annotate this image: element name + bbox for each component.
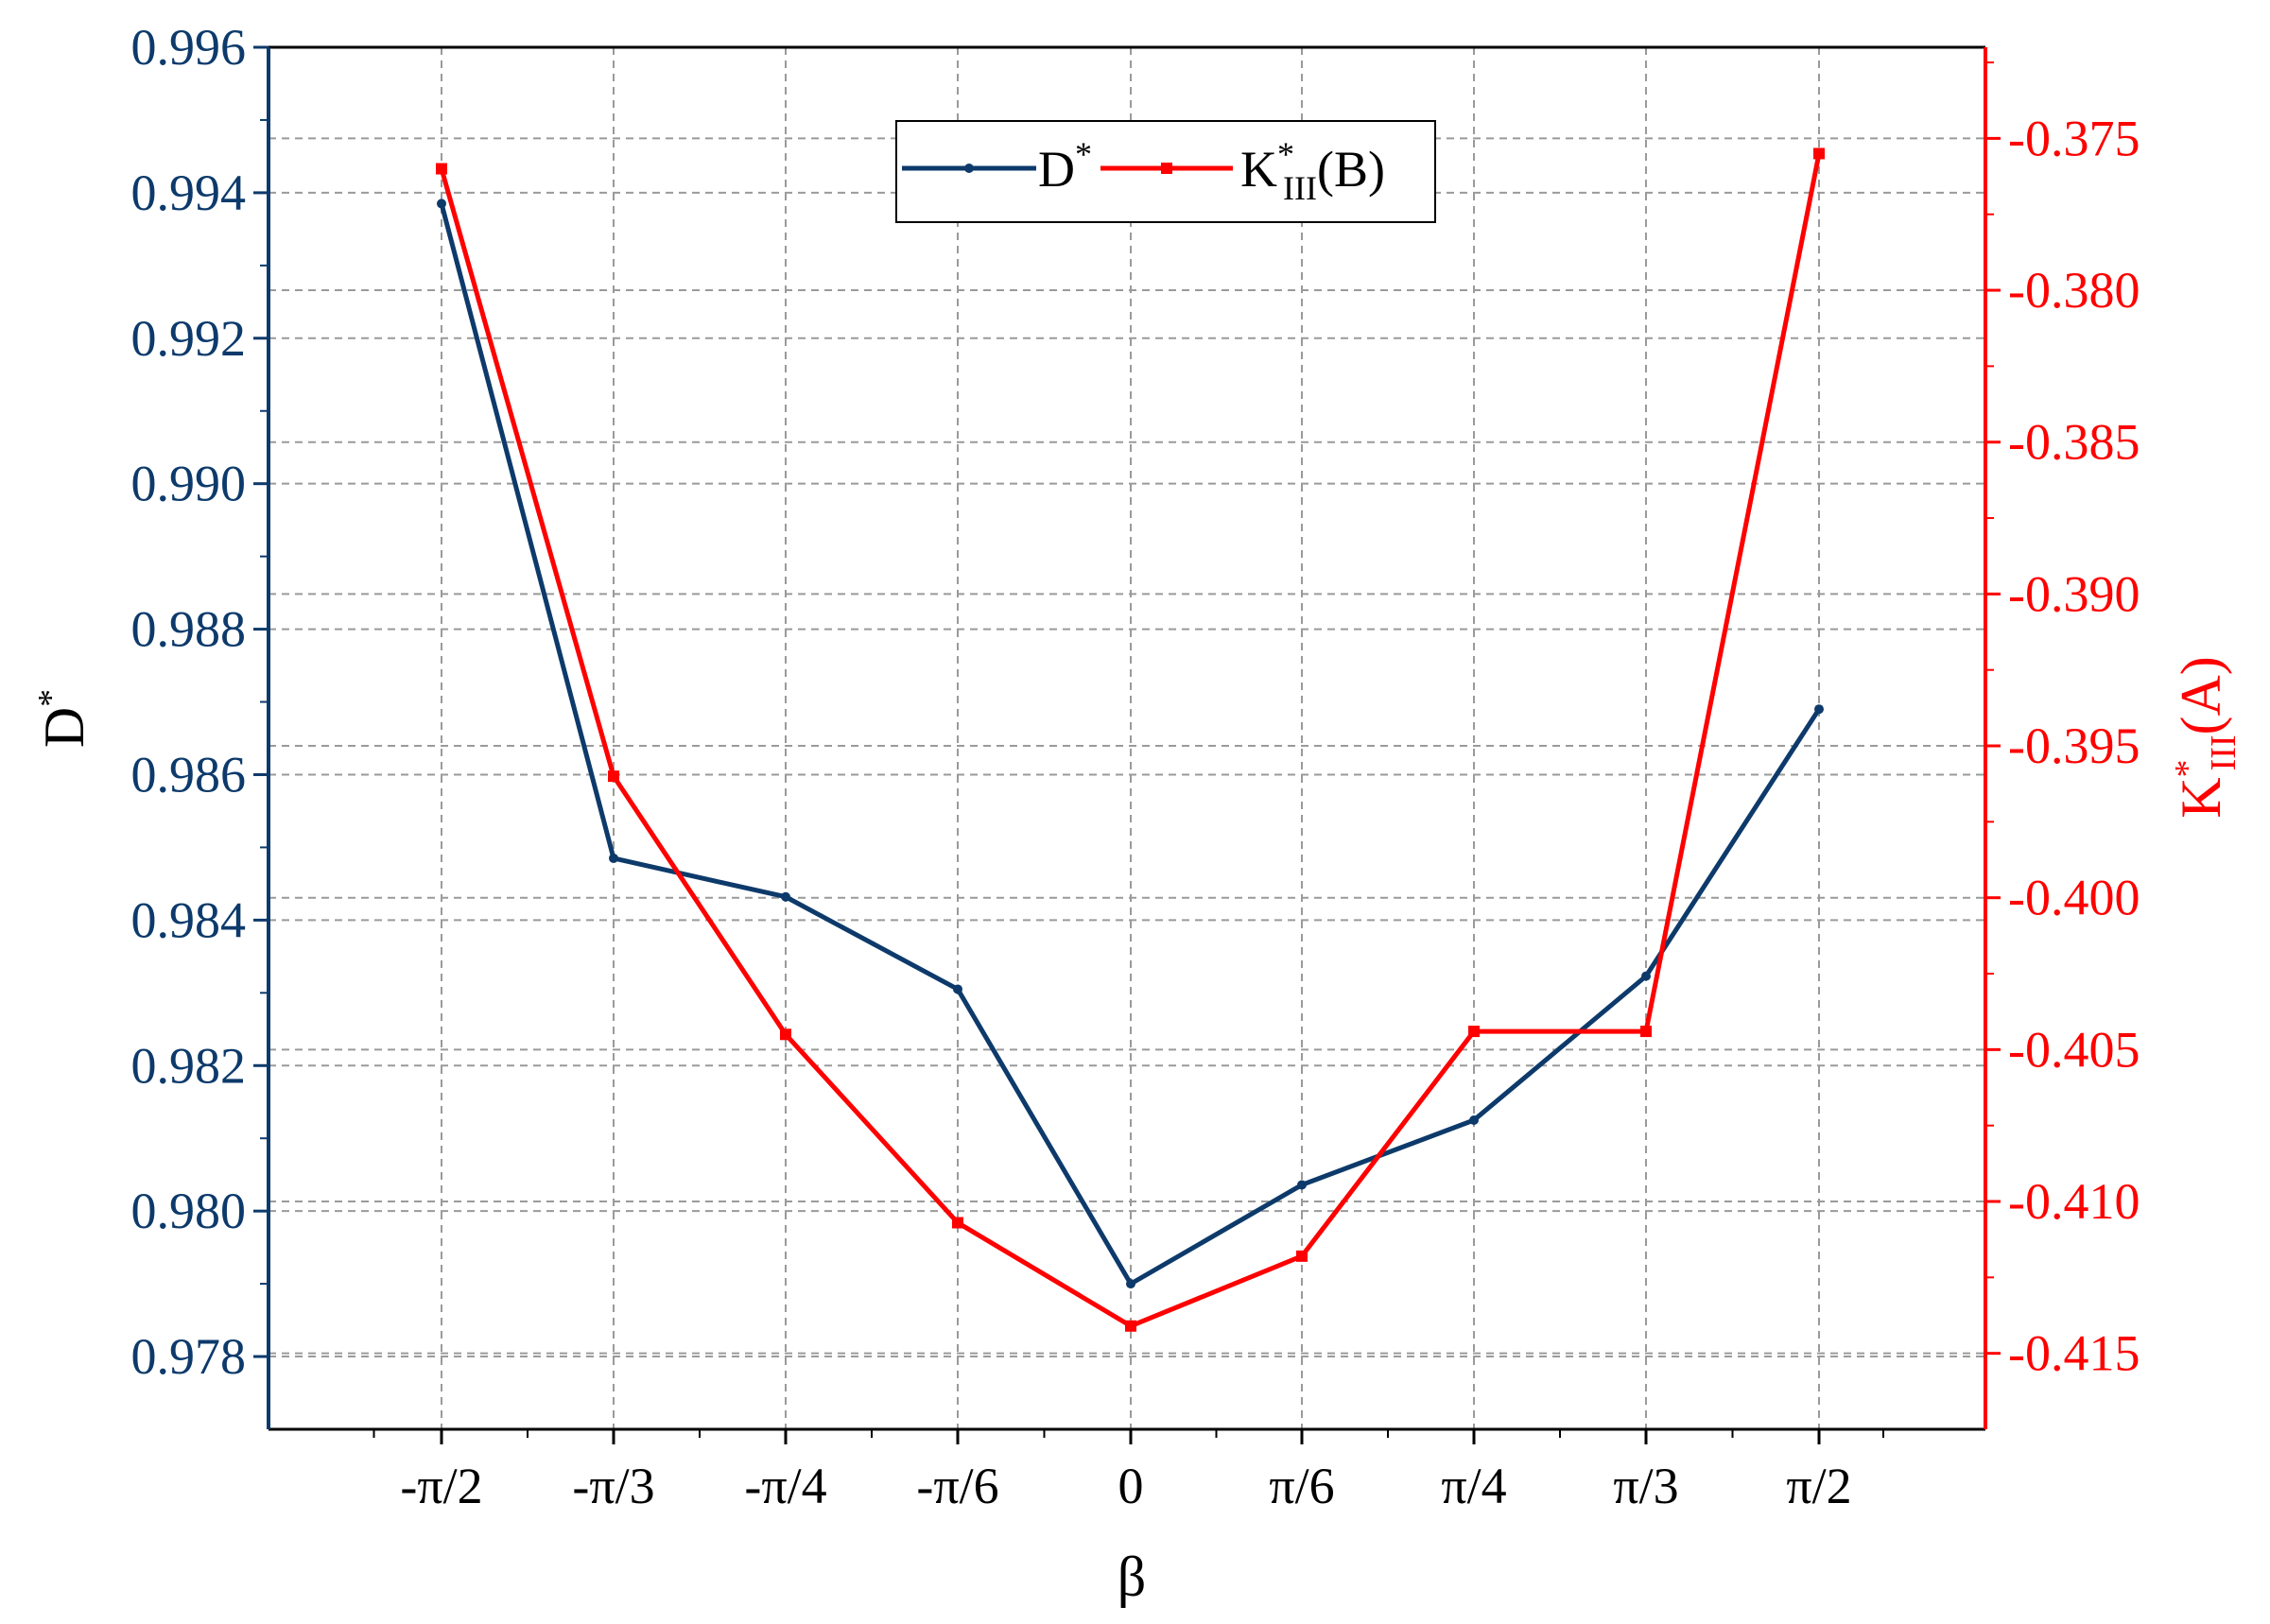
legend-marker-d-star xyxy=(964,164,974,173)
y-right-tick-label-6: -0.385 xyxy=(2008,414,2140,471)
right-axis-title-main: K xyxy=(2170,777,2232,818)
series-1-point-7 xyxy=(1640,1026,1652,1038)
y-left-tick-label-6: 0.990 xyxy=(131,456,247,512)
series-1-point-5 xyxy=(1296,1250,1308,1262)
y-left-tick-label-1: 0.980 xyxy=(131,1183,247,1239)
left-axis-title-main: D xyxy=(33,707,95,748)
axes xyxy=(253,45,2001,1444)
series-0-point-2 xyxy=(781,891,790,902)
right-axis-title: K*III(A) xyxy=(2168,656,2244,819)
y-left-tick-label-8: 0.994 xyxy=(131,164,247,221)
y-left-tick-label-4: 0.986 xyxy=(131,746,247,803)
y-right-tick-label-2: -0.405 xyxy=(2008,1021,2140,1078)
legend-label-k-star-tail: (B) xyxy=(1317,141,1385,198)
legend-label-d-star-main: D xyxy=(1038,141,1075,198)
y-right-tick-label-5: -0.390 xyxy=(2008,565,2140,622)
series-1-point-0 xyxy=(436,163,447,175)
series-0-point-4 xyxy=(1126,1279,1135,1289)
series-1-point-2 xyxy=(780,1028,791,1041)
y-right-tick-label-7: -0.380 xyxy=(2008,262,2140,319)
y-right-tick-label-4: -0.395 xyxy=(2008,717,2140,774)
y-right-tick-label-8: -0.375 xyxy=(2008,110,2140,166)
series-0-point-1 xyxy=(609,853,618,863)
series-0-point-8 xyxy=(1814,704,1824,715)
right-axis-title-sub: III xyxy=(2204,734,2244,770)
legend-label-k-star-sup: * xyxy=(1277,135,1294,173)
series-1-point-8 xyxy=(1813,147,1825,160)
legend-label-d-star: D* xyxy=(1038,135,1092,198)
right-axis-title-tail: (A) xyxy=(2170,656,2232,734)
x-tick-label-8: π/2 xyxy=(1786,1458,1851,1514)
series-1-point-3 xyxy=(952,1217,963,1229)
right-axis-title-sup: * xyxy=(2168,759,2208,777)
x-tick-label-1: -π/3 xyxy=(572,1458,654,1514)
legend-label-k-star-main: K xyxy=(1240,141,1277,198)
y-left-tick-label-3: 0.984 xyxy=(131,891,247,948)
left-axis-title-sup: * xyxy=(31,689,71,707)
series-1-point-1 xyxy=(608,770,619,783)
series-0-point-0 xyxy=(437,199,446,209)
y-left-tick-label-0: 0.978 xyxy=(131,1328,247,1385)
x-axis-title: β xyxy=(1118,1546,1147,1608)
x-tick-label-2: -π/4 xyxy=(744,1458,826,1514)
x-tick-label-6: π/4 xyxy=(1441,1458,1506,1514)
y-left-tick-label-2: 0.982 xyxy=(131,1037,247,1094)
y-left-tick-label-9: 0.996 xyxy=(131,19,247,76)
y-left-tick-label-7: 0.992 xyxy=(131,310,247,367)
y-right-tick-label-3: -0.400 xyxy=(2008,870,2140,926)
x-tick-label-5: π/6 xyxy=(1269,1458,1334,1514)
legend-label-d-star-sup: * xyxy=(1075,135,1092,173)
x-tick-label-0: -π/2 xyxy=(400,1458,482,1514)
series-0-point-5 xyxy=(1297,1180,1307,1190)
x-tick-label-7: π/3 xyxy=(1613,1458,1678,1514)
y-left-tick-label-5: 0.988 xyxy=(131,601,247,658)
legend: D* K* III(B) xyxy=(895,120,1436,223)
y-right-tick-label-1: -0.410 xyxy=(2008,1173,2140,1230)
series-1-point-4 xyxy=(1125,1320,1136,1332)
x-tick-label-4: 0 xyxy=(1118,1458,1144,1514)
legend-marker-k-star xyxy=(1161,163,1172,174)
series-0-point-3 xyxy=(953,984,962,994)
tick-labels: -π/2 -π/3 -π/4 -π/6 0 π/6 π/4 π/3 π/2 0.978 0.980 0… xyxy=(131,19,2140,1514)
left-axis-title: D* xyxy=(31,689,95,748)
grid-lines xyxy=(269,46,1985,1429)
legend-label-k-star: K* III(B) xyxy=(1240,135,1385,207)
y-right-tick-label-0: -0.415 xyxy=(2008,1325,2140,1382)
series-0-point-6 xyxy=(1469,1114,1479,1125)
series-1-point-6 xyxy=(1468,1026,1480,1038)
series-layer xyxy=(436,147,1825,1332)
series-0-point-7 xyxy=(1641,971,1651,981)
x-tick-label-3: -π/6 xyxy=(916,1458,998,1514)
legend-label-k-star-sub: III xyxy=(1283,169,1317,207)
